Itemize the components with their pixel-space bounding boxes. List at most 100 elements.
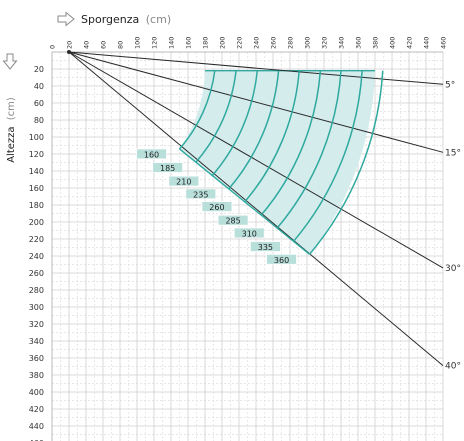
extension-arc	[195, 70, 237, 163]
x-tick-label: 420	[406, 37, 414, 49]
y-axis-title: Altezza (cm)	[6, 97, 17, 163]
extension-label-box	[217, 214, 249, 226]
y-tick-label: 180	[29, 201, 44, 210]
x-tick-label: 440	[423, 37, 431, 49]
extension-arc	[228, 70, 280, 190]
x-tick-label: 280	[287, 37, 295, 49]
x-tick-label: 460	[440, 37, 448, 49]
extension-arc	[211, 70, 259, 177]
angle-lines: 5° 15° 30° 40°	[67, 50, 461, 372]
extension-label-box	[168, 175, 200, 187]
extension-arc	[292, 70, 363, 243]
y-tick-label: 300	[29, 303, 44, 312]
extension-label-310: 310	[233, 227, 265, 239]
y-tick-labels: 20 40 60 80 100 120 140 160 180 200 220 240 260 280 30…	[29, 65, 44, 441]
y-tick-label: 20	[34, 65, 44, 74]
x-axis-title: Sporgenza (cm)	[81, 13, 171, 26]
angle-line	[68, 51, 444, 269]
extension-label-text: 260	[209, 203, 224, 212]
x-tick-label: 240	[253, 37, 261, 49]
angle-line	[68, 51, 444, 367]
y-tick-label: 280	[29, 286, 44, 295]
extension-arc	[244, 70, 300, 203]
angle-label: 40°	[445, 362, 461, 372]
y-tick-label: 440	[29, 422, 44, 431]
x-tick-label: 160	[185, 37, 193, 49]
y-tick-label: 340	[29, 337, 44, 346]
y-tick-label: 220	[29, 235, 44, 244]
y-tick-label: 400	[29, 388, 44, 397]
extension-label-box	[136, 148, 167, 160]
extension-label-185: 185	[152, 162, 184, 173]
y-axis-arrow-icon	[2, 53, 18, 70]
y-tick-label: 60	[34, 99, 44, 108]
y-tick-label: 420	[29, 405, 44, 414]
extension-label-260: 260	[201, 201, 233, 213]
angle-label: 30°	[445, 264, 461, 274]
x-tick-label: 140	[168, 37, 176, 49]
x-tick-label: 220	[236, 37, 244, 49]
extension-arc	[276, 70, 342, 229]
extension-label-box	[249, 241, 281, 252]
x-tick-label: 80	[117, 41, 125, 49]
y-tick-label: 240	[29, 252, 44, 261]
angle-line	[68, 51, 444, 153]
angle-label: 15°	[445, 148, 461, 158]
y-tick-label: 40	[34, 82, 44, 91]
extension-label-360: 360	[266, 253, 297, 265]
x-tick-label: 400	[389, 37, 397, 49]
y-tick-label: 200	[29, 218, 44, 227]
extension-label-335: 335	[249, 241, 281, 252]
y-tick-label: 120	[29, 150, 44, 159]
extension-label-text: 210	[176, 178, 191, 187]
y-tick-label: 80	[34, 116, 44, 125]
extension-label-285: 285	[217, 214, 249, 226]
x-tick-label: 60	[100, 41, 108, 49]
x-tick-labels: 0 20 40 60 80 100 120 140 160 180 200 220 240 260 280 3…	[49, 37, 448, 49]
extension-label-text: 160	[144, 150, 159, 159]
extension-label-text: 185	[160, 164, 175, 173]
y-tick-label: 160	[29, 184, 44, 193]
coverage-bottom-edge	[179, 148, 310, 255]
extension-label-box	[266, 253, 297, 265]
x-tick-label: 40	[83, 41, 91, 49]
x-tick-label: 100	[134, 37, 142, 49]
y-tick-label: 460	[29, 439, 44, 441]
extension-arc	[260, 70, 322, 216]
y-tick-label: 140	[29, 167, 44, 176]
x-tick-label: 260	[270, 37, 278, 49]
y-tick-label: 320	[29, 320, 44, 329]
extension-label-text: 360	[274, 256, 289, 265]
y-tick-label: 360	[29, 354, 44, 363]
y-tick-label: 380	[29, 371, 44, 380]
extension-label-text: 285	[225, 217, 240, 226]
x-tick-label: 200	[219, 37, 227, 49]
extension-label-text: 235	[193, 190, 208, 199]
extension-arc	[178, 70, 216, 150]
x-tick-label: 180	[202, 37, 210, 49]
extension-label-210: 210	[168, 175, 200, 187]
coverage-fill	[179, 70, 375, 255]
x-tick-label: 340	[338, 37, 346, 49]
x-axis-arrow-icon	[57, 11, 75, 27]
x-tick-label: 300	[304, 37, 312, 49]
extension-label-box	[185, 188, 217, 200]
extension-label-text: 335	[258, 243, 273, 252]
y-tick-label: 100	[29, 133, 44, 142]
origin-point	[67, 50, 71, 54]
extension-label-box	[201, 201, 233, 213]
x-tick-label: 20	[66, 41, 74, 49]
extension-label-text: 310	[242, 229, 257, 238]
x-tick-label: 320	[321, 37, 329, 49]
extension-label-box	[233, 227, 265, 239]
grid-minor	[52, 52, 443, 441]
y-tick-label: 260	[29, 269, 44, 278]
x-tick-label: 0	[49, 45, 57, 49]
x-tick-label: 380	[372, 37, 380, 49]
extension-arcs	[178, 70, 384, 255]
extension-arc	[308, 70, 384, 255]
angle-line	[68, 51, 444, 85]
extension-label-box	[152, 162, 184, 173]
